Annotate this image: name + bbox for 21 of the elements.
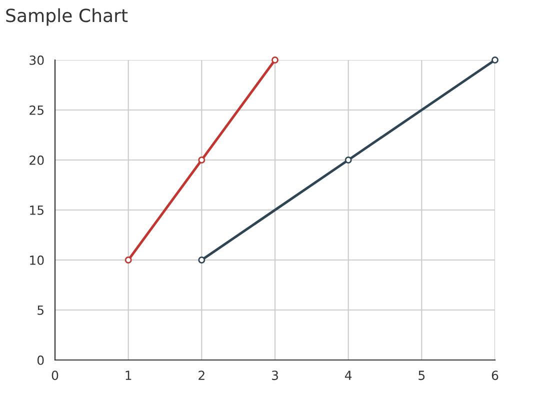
y-tick-label: 20 [30, 155, 44, 165]
point [124, 256, 132, 264]
point [272, 56, 278, 64]
point [492, 56, 498, 64]
x-tick-label: 5 [418, 370, 425, 380]
x-tick-label: 6 [492, 370, 498, 380]
chart-title: Sample Chart [6, 8, 128, 26]
x-tick-label: 3 [272, 370, 278, 380]
point [198, 256, 206, 264]
y-tick-label: 10 [30, 255, 44, 265]
y-tick-label: 25 [30, 105, 44, 115]
x-tick-label: 1 [126, 370, 132, 380]
y-tick-label: 0 [37, 355, 44, 365]
y-tick-label: 30 [30, 55, 44, 65]
point [198, 156, 206, 164]
x-tick-label: 4 [344, 370, 352, 380]
y-tick-label: 15 [30, 206, 44, 215]
y-tick-label: 5 [38, 306, 44, 315]
x-tick-label: 0 [52, 370, 58, 380]
point [344, 156, 352, 164]
x-tick-label: 2 [198, 370, 204, 380]
